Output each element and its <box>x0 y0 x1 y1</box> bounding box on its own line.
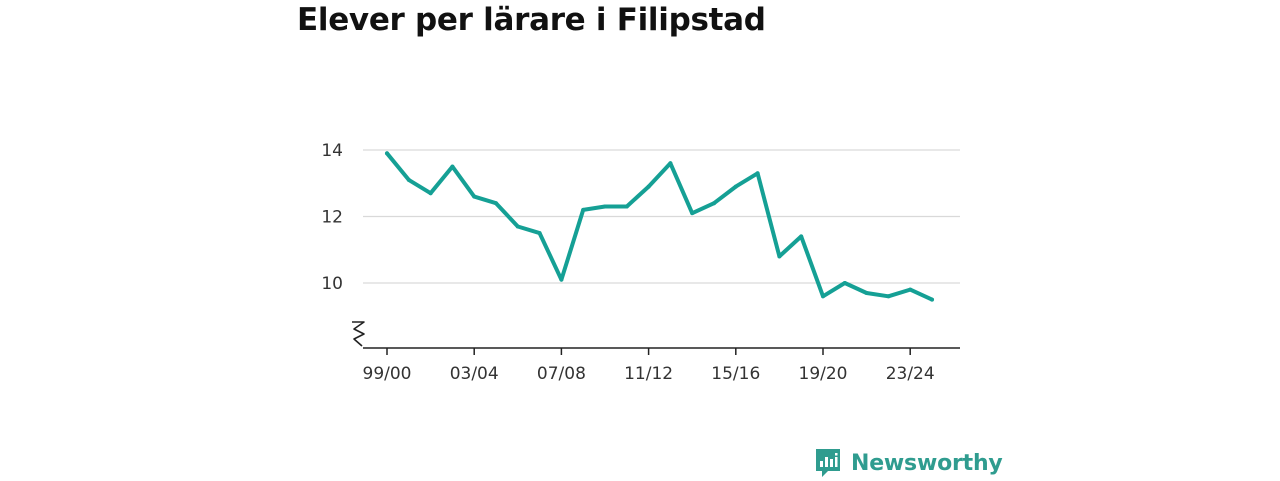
data-point <box>864 290 869 295</box>
newsworthy-logo-text: Newsworthy <box>851 450 1003 476</box>
newsworthy-logo[interactable]: Newsworthy <box>814 445 1003 481</box>
x-tick-label: 03/04 <box>450 364 499 384</box>
data-point <box>537 231 542 236</box>
data-point <box>406 177 411 182</box>
chart-title: Elever per lärare i Filipstad <box>297 2 766 38</box>
x-tick-label: 23/24 <box>886 364 935 384</box>
data-point <box>624 204 629 209</box>
x-tick-label: 19/20 <box>799 364 848 384</box>
y-tick-label: 10 <box>321 274 343 294</box>
data-point <box>515 224 520 229</box>
data-point <box>886 294 891 299</box>
data-point <box>930 297 934 302</box>
x-tick-label: 11/12 <box>624 364 673 384</box>
data-point <box>733 184 738 189</box>
y-axis-ticks: 10 12 14 <box>321 141 343 294</box>
data-point <box>450 164 455 169</box>
data-point <box>646 184 651 189</box>
x-tick-label: 99/00 <box>363 364 412 384</box>
data-point <box>428 191 433 196</box>
data-point <box>908 287 913 292</box>
data-point <box>755 171 760 176</box>
data-point <box>494 201 498 206</box>
y-axis-break-icon <box>352 321 365 347</box>
data-point <box>712 201 716 206</box>
data-point <box>385 151 389 156</box>
data-point <box>821 294 825 299</box>
data-point <box>581 207 586 212</box>
x-tick-label: 07/08 <box>537 364 586 384</box>
data-point <box>690 211 695 216</box>
data-point <box>472 194 477 199</box>
y-tick-label: 12 <box>321 208 343 228</box>
x-axis-ticks: 99/00 03/04 07/08 11/12 15/16 19/20 23/24 <box>363 348 935 384</box>
series-line <box>385 151 934 302</box>
data-point <box>777 254 782 259</box>
series-group <box>385 151 934 302</box>
x-tick-label: 15/16 <box>711 364 760 384</box>
grid-lines <box>363 149 960 284</box>
data-point <box>842 281 847 285</box>
data-point <box>799 234 804 239</box>
data-point <box>559 277 564 282</box>
data-point <box>603 204 607 209</box>
axis-break-zigzag <box>352 321 365 347</box>
y-tick-label: 14 <box>321 141 343 161</box>
newsworthy-logo-icon <box>816 449 840 477</box>
data-point <box>668 161 673 166</box>
